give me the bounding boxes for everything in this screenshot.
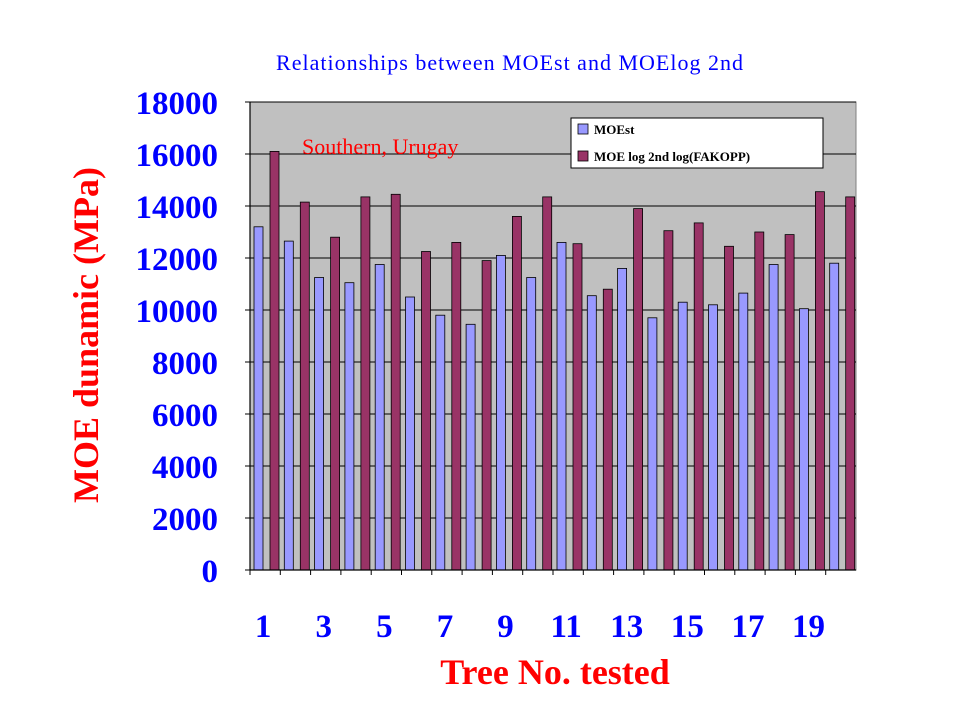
bar-moest-18	[768, 264, 779, 571]
bar-moelog-10	[542, 196, 553, 571]
y-axis-label: MOE dunamic (MPa)	[66, 167, 106, 503]
bar-moest-4	[344, 282, 355, 571]
x-tick-label: 1	[255, 609, 272, 645]
legend-swatch-moest	[577, 123, 589, 135]
chart-title: Relationships between MOEst and MOElog 2…	[276, 50, 744, 75]
y-tick-label: 8000	[152, 346, 218, 382]
bar-moelog-16	[724, 245, 734, 571]
bar-moest-20	[829, 262, 840, 571]
x-tick-label: 19	[792, 609, 825, 645]
bar-moest-5	[374, 264, 385, 571]
bar-moest-11	[556, 241, 567, 571]
y-tick-label: 18000	[136, 86, 219, 122]
plot-area	[245, 101, 857, 571]
bar-moest-10	[526, 277, 537, 571]
bar-moelog-1	[269, 150, 280, 571]
bar-moelog-6	[421, 251, 431, 571]
bar-moest-15	[677, 301, 688, 571]
bar-moest-19	[799, 308, 809, 571]
x-tick-labels: 1 3 5 7 9 11 13 15 17 19	[249, 570, 827, 645]
bar-moelog-2	[299, 201, 310, 571]
bar-moelog-17	[754, 231, 765, 571]
bar-moest-14	[647, 317, 658, 571]
bar-moest-9	[495, 254, 506, 571]
bars	[253, 150, 856, 571]
legend-label-moest: MOEst	[594, 122, 635, 137]
bar-moest-2	[283, 240, 294, 571]
y-tick-label: 6000	[152, 398, 218, 434]
x-tick-label: 15	[671, 609, 704, 645]
bar-moest-3	[314, 277, 325, 571]
bar-moest-13	[617, 267, 627, 571]
bar-moelog-8	[481, 260, 492, 571]
legend-box	[570, 117, 824, 169]
y-tick-label: 0	[202, 554, 219, 590]
bar-moest-12	[586, 295, 597, 571]
y-tick-label: 14000	[136, 190, 219, 226]
bar-moelog-3	[330, 236, 341, 571]
y-tick-label: 4000	[152, 450, 218, 486]
bar-moelog-15	[693, 222, 704, 571]
x-tick-label: 7	[437, 609, 454, 645]
x-tick-label: 9	[497, 609, 514, 645]
annotation: Southern, Urugay	[302, 134, 458, 159]
bar-moelog-4	[360, 196, 371, 571]
bar-moelog-12	[602, 288, 613, 571]
y-tick-label: 10000	[136, 294, 219, 330]
bar-moelog-19	[815, 191, 825, 571]
bar-moelog-13	[633, 208, 643, 571]
bar-moelog-5	[390, 193, 401, 571]
bar-moest-7	[435, 314, 446, 571]
bar-moelog-14	[663, 230, 674, 571]
bar-moelog-7	[451, 241, 462, 571]
legend-swatch-moelog	[577, 150, 589, 162]
x-tick-label: 17	[731, 609, 764, 645]
bar-moest-17	[738, 292, 749, 571]
bar-moelog-18	[784, 234, 795, 571]
x-axis-label: Tree No. tested	[440, 652, 670, 692]
bar-moelog-11	[572, 243, 583, 571]
y-tick-label: 16000	[136, 138, 219, 174]
x-tick-label: 11	[551, 609, 582, 645]
y-tick-label: 12000	[136, 242, 219, 278]
bar-moelog-9	[512, 215, 522, 571]
bar-moelog-20	[845, 196, 856, 571]
x-tick-label: 13	[610, 609, 643, 645]
bar-moest-1	[253, 226, 264, 571]
bar-moest-6	[405, 296, 415, 571]
legend-label-moelog: MOE log 2nd log(FAKOPP)	[594, 149, 750, 164]
legend: MOEst MOE log 2nd log(FAKOPP)	[570, 117, 824, 169]
bar-moest-16	[708, 304, 718, 571]
bar-moest-8	[465, 323, 476, 571]
x-tick-label: 5	[376, 609, 393, 645]
plot-background	[249, 101, 857, 571]
y-tick-labels: 0 2000 4000 6000 8000 10000 12000 14000 16000 180…	[136, 86, 219, 590]
y-tick-label: 2000	[152, 502, 218, 538]
x-tick-label: 3	[316, 609, 333, 645]
